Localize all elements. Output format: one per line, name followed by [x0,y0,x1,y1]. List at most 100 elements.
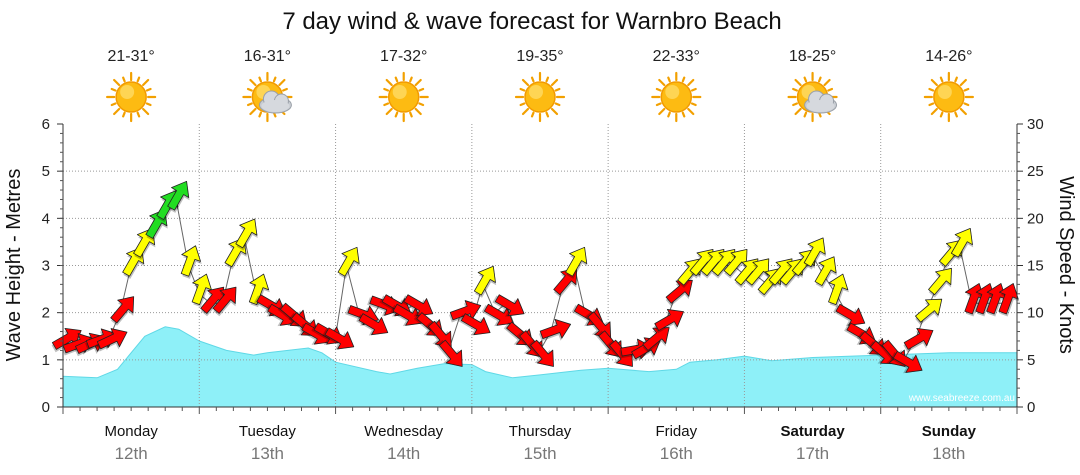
sun-ray [145,102,152,107]
wind-arrow-shape [110,296,135,324]
sun-ray [113,107,121,116]
wind-arrow [890,350,923,374]
left-tick-label: 6 [42,116,50,133]
wind-arrow [665,279,693,307]
cloud-base [261,100,290,112]
wind-arrow [565,246,588,279]
sun-ray [930,107,938,116]
sun-ray [409,111,413,118]
day-date-label: 13th [251,444,284,463]
wind-arrow [96,328,128,352]
sun-icon [923,71,974,123]
sun-ray [383,102,390,107]
right-tick-label: 20 [1027,210,1044,227]
sun-ray [545,111,550,118]
sun-ray [794,78,802,87]
sun-ray [249,107,257,116]
sun-ray [394,111,399,118]
wind-arrow [538,318,572,342]
wind-arrow [950,228,974,260]
wind-arrow [390,303,423,327]
temperature-range: 22-33° [653,48,700,65]
wind-arrow-shape [167,180,190,211]
sun-ray [928,102,935,107]
sun-ray [385,78,393,87]
sun-ray [554,102,561,107]
day-name-label: Saturday [780,423,845,440]
day-header: 21-31° 16-31° 17-32° 19-35° 22-33° 18-25° 14-2… [106,48,974,123]
sun-ray [110,87,117,92]
wind-arrow [492,294,525,317]
wind-arrow-shape [814,256,837,286]
left-tick-label: 0 [42,399,50,416]
wind-arrow [248,273,270,308]
sun-ray [122,111,126,118]
sun-ray [414,78,422,87]
right-tick-label: 30 [1027,116,1044,133]
sun-ray [687,107,695,116]
left-tick-label: 3 [42,258,50,275]
wind-arrow-shape [654,309,684,331]
sun-icon [378,71,429,123]
wind-arrow [903,327,934,353]
sun-ray [110,102,117,107]
temperature-range: 14-26° [925,48,972,65]
wind-arrow [356,313,389,336]
wind-arrows [51,180,1020,374]
right-tick-label: 10 [1027,305,1044,322]
wind-arrow-shape [565,246,588,277]
sun-highlight [529,85,543,99]
sun-ray [658,78,666,87]
wind-arrow [481,303,514,327]
sun-ray [823,78,831,87]
wind-arrow [928,267,952,298]
sun-ray [545,76,550,83]
sun-ray [530,76,535,83]
day-date-label: 12th [115,444,148,463]
sun-ray [414,107,422,116]
wind-arrow-shape [337,246,360,277]
wind-arrow-shape [235,218,258,249]
wind-arrow [235,218,258,251]
sun-ray [681,111,686,118]
left-tick-label: 5 [42,163,50,180]
sun-icon [514,71,566,123]
sun-ray [113,78,121,87]
sun-ray [385,107,393,116]
temperature-range: 17-32° [380,48,427,65]
sun-ray [145,87,152,92]
wind-arrow-shape [828,273,849,305]
right-tick-label: 25 [1027,163,1044,180]
wind-arrow-shape [903,327,934,350]
wind-arrow-shape [392,303,423,326]
sun-highlight [120,85,135,99]
wind-arrow [180,245,202,279]
left-tick-label: 4 [42,210,50,227]
wind-arrow-shape [358,313,389,336]
sun-ray [954,111,958,118]
wind-arrow [212,286,237,317]
sun-ray [278,78,286,87]
sun-ray [794,107,802,116]
sun-ray [246,87,253,92]
wind-arrow [473,265,497,298]
sun-icon [106,71,157,123]
wind-arrow-shape [892,350,923,373]
sun-ray [249,78,257,87]
sun-ray [122,76,126,83]
wind-arrow-shape [915,298,943,323]
sun-ray [394,76,399,83]
wind-arrow [833,303,866,327]
sun-ray [792,87,798,92]
sun-ray [550,107,559,116]
wind-arrow [191,273,213,308]
wind-arrow-shape [324,327,355,350]
sun-ray [246,102,253,107]
day-date-label: 14th [387,444,420,463]
wind-arrow-shape [180,245,201,277]
cloud-icon [258,90,292,114]
sun-ray [930,78,938,87]
sun-ray [667,76,671,83]
sun-ray [418,87,425,92]
